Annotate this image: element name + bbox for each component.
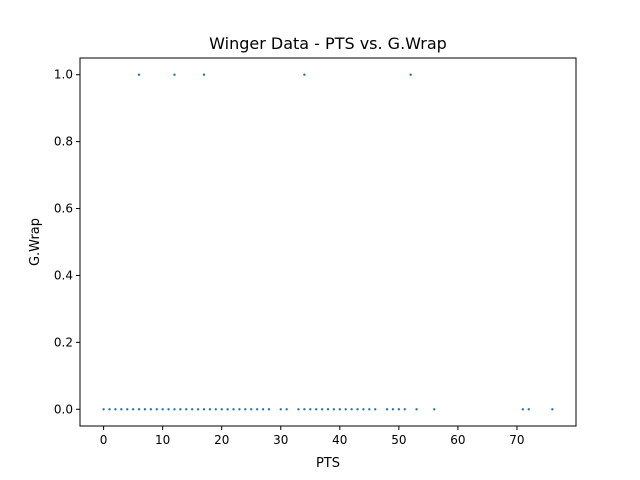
data-point (356, 408, 359, 411)
data-point (320, 408, 324, 411)
x-tick-label: 60 (450, 433, 465, 447)
data-point (279, 408, 282, 411)
data-point (303, 408, 306, 411)
data-point (149, 408, 153, 411)
data-point (338, 408, 342, 411)
y-axis-label: G.Wrap (28, 218, 43, 266)
data-point (521, 408, 525, 411)
data-point (173, 73, 176, 76)
data-point (196, 408, 200, 411)
data-point (285, 408, 288, 411)
data-point (314, 408, 318, 411)
data-point (220, 408, 223, 411)
x-tick-label: 70 (509, 433, 524, 447)
x-tick-label: 40 (332, 433, 347, 447)
data-point (214, 408, 218, 411)
data-point (362, 408, 365, 411)
data-point (208, 408, 212, 411)
data-point (326, 408, 330, 411)
x-tick-label: 10 (155, 433, 170, 447)
data-point (126, 408, 129, 411)
data-point (250, 408, 253, 411)
data-point (190, 408, 194, 411)
ticks-layer: 0 10 20 30 40 50 60 70 0.0 0.2 0.4 0.6 0.8 1.0 (54, 68, 525, 447)
data-point (255, 408, 259, 411)
y-tick-label: 1.0 (54, 68, 73, 82)
data-point (433, 408, 436, 411)
data-point (102, 408, 105, 411)
x-tick-label: 0 (100, 433, 108, 447)
data-point (350, 408, 353, 411)
data-point (527, 408, 530, 411)
data-point (297, 408, 300, 411)
data-point (374, 408, 377, 411)
chart-title: Winger Data - PTS vs. G.Wrap (209, 34, 447, 53)
y-tick-label: 0.4 (54, 268, 73, 282)
data-point (137, 408, 141, 411)
data-point (167, 408, 170, 411)
data-point (409, 73, 412, 76)
data-point (155, 408, 158, 411)
points-layer (102, 73, 554, 411)
x-tick-label: 30 (273, 433, 288, 447)
x-tick-label: 50 (391, 433, 406, 447)
data-point (303, 73, 306, 76)
x-axis-label: PTS (316, 456, 340, 471)
data-point (551, 408, 554, 411)
data-point (161, 408, 164, 411)
data-point (391, 408, 395, 411)
data-point (202, 408, 206, 411)
data-point (202, 73, 206, 76)
data-point (185, 408, 188, 411)
data-point (261, 408, 265, 411)
data-point (309, 408, 312, 411)
y-tick-label: 0.8 (54, 135, 73, 149)
y-tick-label: 0.2 (54, 335, 73, 349)
data-point (179, 408, 182, 411)
y-tick-label: 0.0 (54, 402, 73, 416)
data-point (226, 408, 229, 411)
data-point (385, 408, 389, 411)
data-point (173, 408, 176, 411)
data-point (238, 408, 241, 411)
y-tick-label: 0.6 (54, 202, 73, 216)
data-point (232, 408, 235, 411)
data-point (403, 408, 406, 411)
data-point (344, 408, 347, 411)
data-point (137, 73, 141, 76)
data-point (368, 408, 371, 411)
data-point (415, 408, 418, 411)
data-point (397, 408, 401, 411)
data-point (244, 408, 247, 411)
data-point (143, 408, 147, 411)
x-tick-label: 20 (214, 433, 229, 447)
data-point (332, 408, 336, 411)
data-point (114, 408, 117, 411)
plot-frame (79, 57, 577, 427)
data-point (120, 408, 123, 411)
data-point (267, 408, 271, 411)
data-point (131, 408, 135, 411)
data-point (108, 408, 111, 411)
